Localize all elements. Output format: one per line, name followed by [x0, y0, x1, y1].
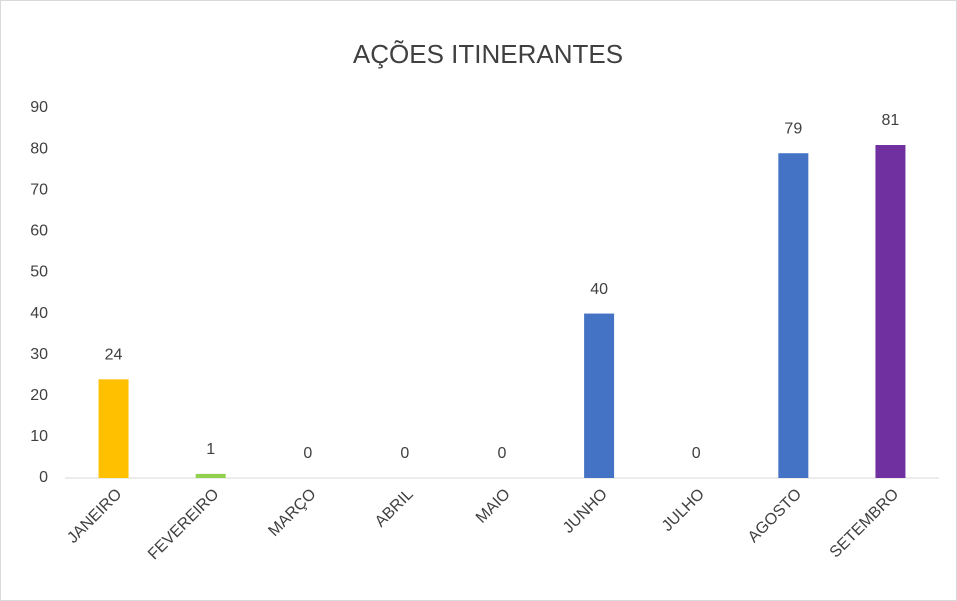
data-label: 40 — [590, 281, 608, 298]
y-tick-label: 70 — [30, 181, 48, 198]
y-tick-label: 0 — [39, 469, 48, 486]
bar — [98, 379, 129, 478]
y-tick-label: 80 — [30, 140, 48, 157]
bar — [584, 313, 615, 478]
bar — [778, 153, 809, 478]
y-tick-label: 60 — [30, 223, 48, 240]
data-label: 79 — [784, 120, 802, 137]
data-label: 0 — [692, 445, 701, 462]
y-tick-label: 90 — [30, 99, 48, 116]
y-tick-label: 20 — [30, 387, 48, 404]
data-label: 24 — [105, 347, 123, 364]
data-label: 1 — [206, 441, 215, 458]
y-tick-label: 30 — [30, 346, 48, 363]
y-tick-label: 50 — [30, 264, 48, 281]
data-label: 0 — [303, 445, 312, 462]
bar — [875, 145, 906, 478]
y-tick-label: 10 — [30, 428, 48, 445]
data-label: 81 — [882, 112, 900, 129]
data-label: 0 — [498, 445, 507, 462]
y-tick-label: 40 — [30, 305, 48, 322]
data-label: 0 — [400, 445, 409, 462]
chart-title: AÇÕES ITINERANTES — [353, 39, 623, 69]
bar — [195, 473, 226, 478]
